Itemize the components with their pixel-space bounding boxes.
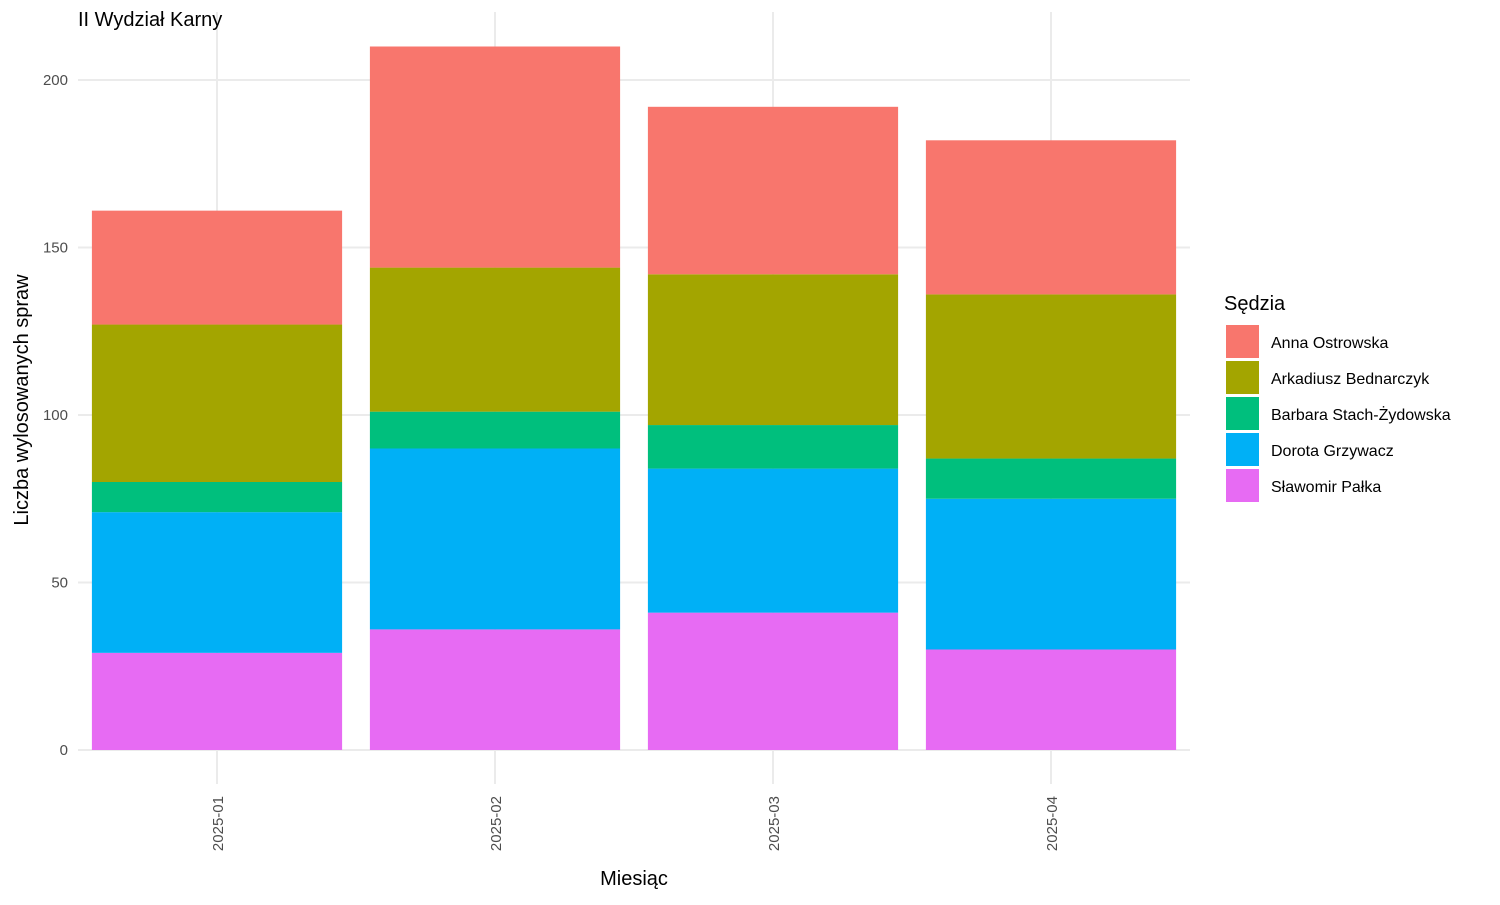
legend-title: Sędzia [1224,293,1286,315]
bar-segment [925,458,1177,499]
bar-segment [91,324,343,482]
bar-segment [369,448,621,630]
bar-segment [925,649,1177,750]
y-tick-labels: 0 50 100 150 200 [43,72,68,759]
x-axis-title: Miesiąc [600,868,668,890]
legend-swatch [1226,361,1259,394]
bar-segment [647,106,899,275]
legend-label: Sławomir Pałka [1271,479,1381,496]
legend-label: Arkadiusz Bednarczyk [1271,371,1430,388]
legend-label: Barbara Stach-Żydowska [1271,405,1451,424]
bar-segment [369,629,621,750]
legend-label: Anna Ostrowska [1271,335,1388,352]
y-tick-label: 50 [51,575,68,592]
legend: Anna Ostrowska Arkadiusz Bednarczyk Barbar… [1226,325,1451,502]
bar-segment [91,512,343,653]
y-tick-label: 0 [60,742,68,759]
y-axis-title: Liczba wylosowanych spraw [11,274,33,526]
legend-swatch [1226,469,1259,502]
bar-segment [925,294,1177,459]
bar-segment [91,652,343,750]
bar-segment [647,425,899,469]
legend-swatch [1226,433,1259,466]
y-tick-label: 150 [43,240,68,257]
bar-segment [369,46,621,268]
bar-segment [91,210,343,325]
x-tick-label: 2025-04 [1044,796,1061,851]
bar-segment [647,274,899,426]
x-tick-label: 2025-01 [210,796,227,851]
bar-segment [647,468,899,613]
y-tick-label: 200 [43,72,68,89]
x-tick-label: 2025-02 [488,796,505,851]
bar-segment [647,612,899,750]
bars [91,46,1177,750]
y-tick-label: 100 [43,407,68,424]
x-tick-label: 2025-03 [766,796,783,851]
legend-label: Dorota Grzywacz [1271,443,1394,460]
x-tick-labels: 2025-01 2025-02 2025-03 2025-04 [210,796,1061,851]
chart-title: II Wydział Karny [78,9,222,31]
bar-segment [369,411,621,449]
bar-segment [369,267,621,412]
bar-segment [925,140,1177,295]
bar-segment [91,482,343,513]
legend-swatch [1226,397,1259,430]
bar-segment [925,498,1177,650]
legend-swatch [1226,325,1259,358]
